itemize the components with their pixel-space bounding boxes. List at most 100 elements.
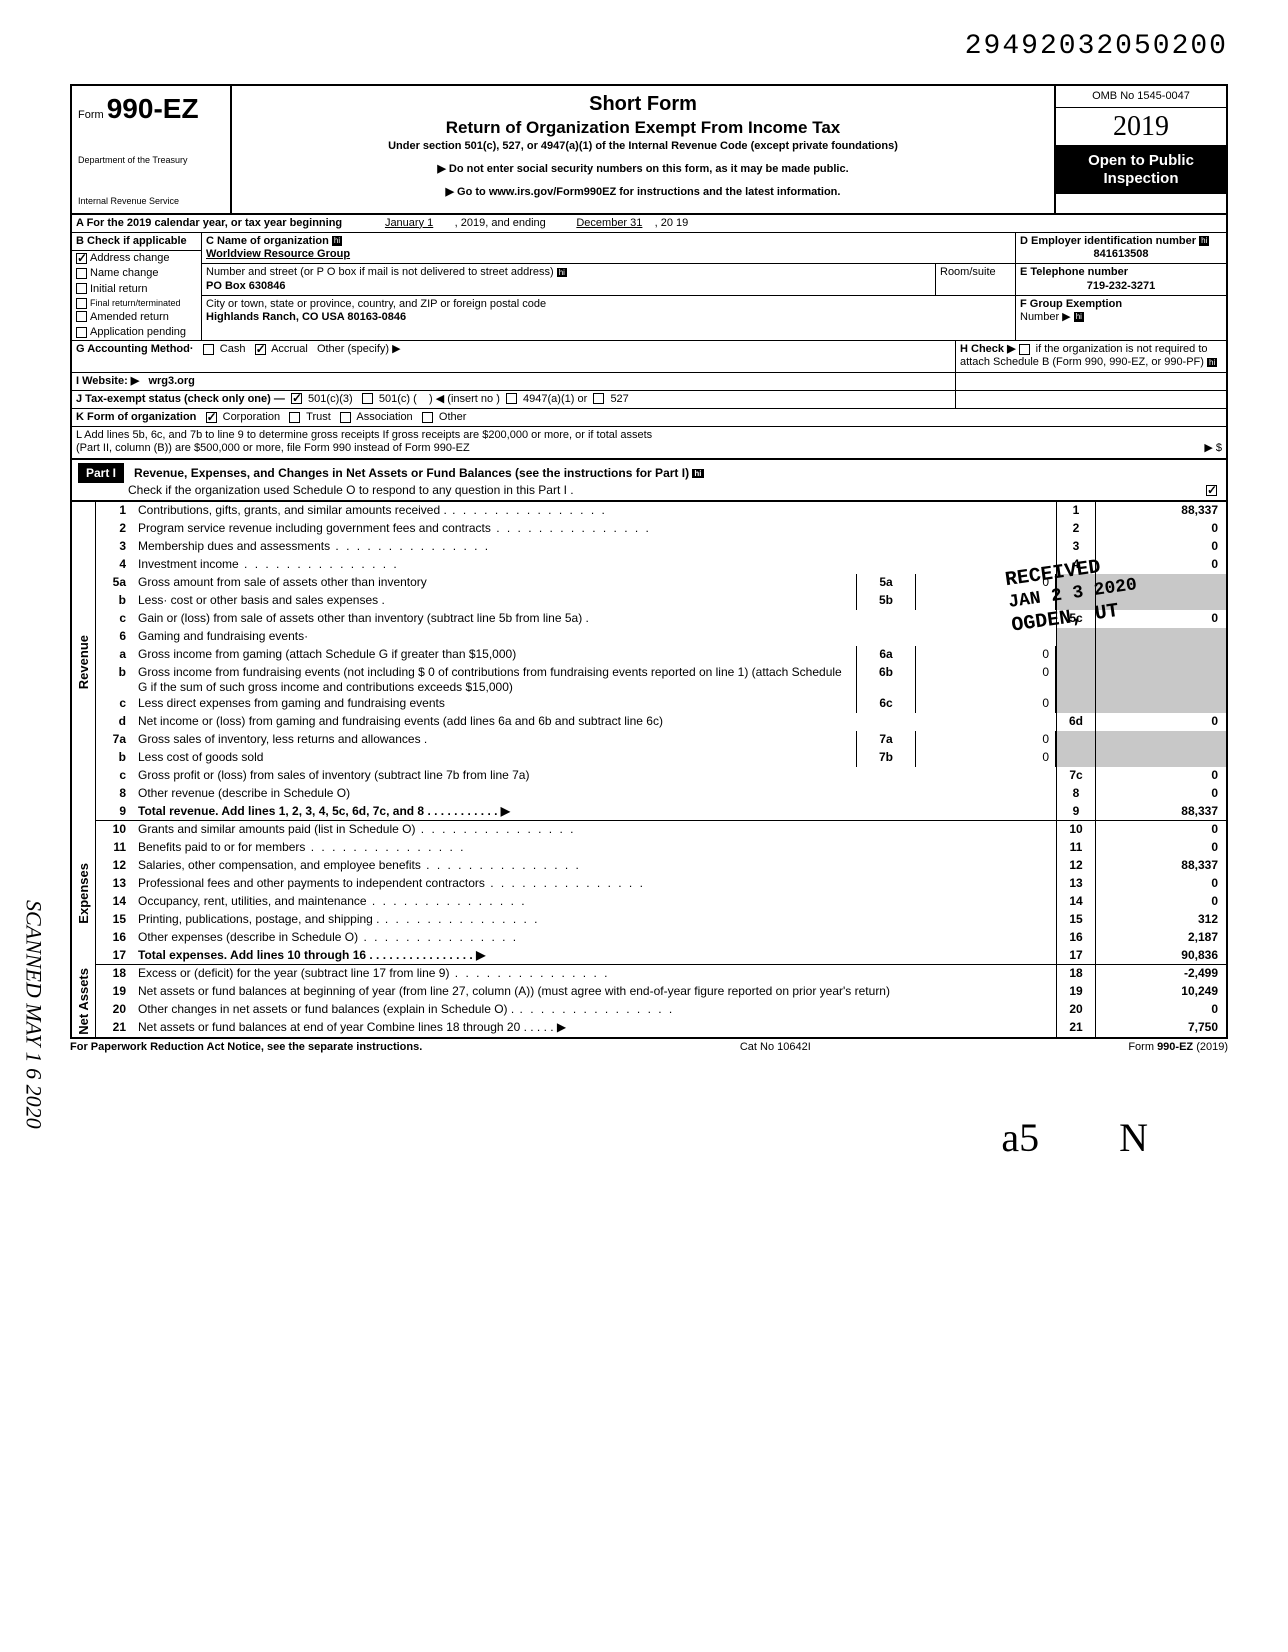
revenue-section: Revenue 1Contributions, gifts, grants, a… <box>72 502 1226 821</box>
chk-accrual[interactable] <box>255 344 266 355</box>
line-2: Program service revenue including govern… <box>134 520 1056 538</box>
line-6a: Gross income from gaming (attach Schedul… <box>134 646 856 664</box>
expenses-section: Expenses 10Grants and similar amounts pa… <box>72 821 1226 965</box>
lbl-cash: Cash <box>220 343 246 355</box>
row-b-label: B Check if applicable <box>76 235 187 247</box>
row-g-label: G Accounting Method· <box>76 343 194 355</box>
lbl-501c3: 501(c)(3) <box>308 393 353 405</box>
line-16: Other expenses (describe in Schedule O) <box>134 929 1056 947</box>
row-h-label: H Check ▶ <box>960 343 1016 355</box>
city-label: City or town, state or province, country… <box>206 298 546 310</box>
lbl-accrual: Accrual <box>271 343 308 355</box>
line-8: Other revenue (describe in Schedule O) <box>134 785 1056 803</box>
lbl-4947: 4947(a)(1) or <box>523 393 587 405</box>
doc-number: 29492032050200 <box>70 30 1228 64</box>
addr-label: Number and street (or P O box if mail is… <box>206 266 554 278</box>
chk-final-return[interactable] <box>76 298 87 309</box>
open-public: Open to PublicInspection <box>1056 146 1226 194</box>
row-l-arrow: ▶ $ <box>1204 442 1222 455</box>
rows-b-f: B Check if applicable Address change Nam… <box>70 233 1228 341</box>
chk-corp[interactable] <box>206 412 217 423</box>
form-right: OMB No 1545-0047 2019 Open to PublicInsp… <box>1056 86 1226 213</box>
help-icon: hi <box>332 236 342 246</box>
phone-value: 719-232-3271 <box>1087 280 1156 292</box>
line-14: Occupancy, rent, utilities, and maintena… <box>134 893 1056 911</box>
line-17: Total expenses. Add lines 10 through 16 … <box>134 947 1056 964</box>
row-c-label: C Name of organization <box>206 235 329 247</box>
line-6c: Less direct expenses from gaming and fun… <box>134 695 856 713</box>
line-4: Investment income <box>134 556 1056 574</box>
lbl-corp: Corporation <box>223 411 280 423</box>
form-number: 990-EZ <box>107 93 199 124</box>
row-a-end-month: December 31 <box>576 217 642 229</box>
line-7c: Gross profit or (loss) from sales of inv… <box>134 767 1056 785</box>
chk-cash[interactable] <box>203 344 214 355</box>
lbl-initial-return: Initial return <box>90 283 147 295</box>
footer-left: For Paperwork Reduction Act Notice, see … <box>70 1041 422 1054</box>
form-prefix: Form <box>78 109 104 121</box>
chk-527[interactable] <box>593 393 604 404</box>
part1-title: Revenue, Expenses, and Changes in Net As… <box>134 466 689 480</box>
row-l-text2: (Part II, column (B)) are $500,000 or mo… <box>76 442 1204 455</box>
row-l-text1: L Add lines 5b, 6c, and 7b to line 9 to … <box>76 429 1222 442</box>
lbl-trust: Trust <box>306 411 331 423</box>
form-note1: ▶ Do not enter social security numbers o… <box>242 163 1044 176</box>
line-5a: Gross amount from sale of assets other t… <box>134 574 856 592</box>
chk-other-org[interactable] <box>422 412 433 423</box>
chk-sched-b[interactable] <box>1019 344 1030 355</box>
line-13: Professional fees and other payments to … <box>134 875 1056 893</box>
chk-assoc[interactable] <box>340 412 351 423</box>
chk-address-change[interactable] <box>76 253 87 264</box>
form-title: Short Form <box>242 92 1044 116</box>
row-l: L Add lines 5b, 6c, and 7b to line 9 to … <box>70 427 1228 459</box>
org-name: Worldview Resource Group <box>206 248 350 260</box>
scanned-stamp: SCANNED MAY 1 6 2020 <box>20 900 46 1129</box>
chk-trust[interactable] <box>289 412 300 423</box>
chk-amended[interactable] <box>76 311 87 322</box>
footer: For Paperwork Reduction Act Notice, see … <box>70 1041 1228 1054</box>
chk-app-pending[interactable] <box>76 327 87 338</box>
form-subtitle: Return of Organization Exempt From Incom… <box>242 118 1044 138</box>
row-k-label: K Form of organization <box>76 411 196 423</box>
lbl-address-change: Address change <box>90 252 170 264</box>
footer-mid: Cat No 10642I <box>740 1041 811 1054</box>
row-g-h: G Accounting Method· Cash Accrual Other … <box>70 341 1228 372</box>
line-18: Excess or (deficit) for the year (subtra… <box>134 965 1056 983</box>
form-header: Form 990-EZ Department of the Treasury I… <box>70 84 1228 215</box>
line-5b: Less· cost or other basis and sales expe… <box>134 592 856 610</box>
chk-initial-return[interactable] <box>76 283 87 294</box>
line-6b: Gross income from fundraising events (no… <box>134 664 856 695</box>
omb-number: OMB No 1545-0047 <box>1056 86 1226 108</box>
line-19: Net assets or fund balances at beginning… <box>134 983 1056 1001</box>
lbl-other-method: Other (specify) ▶ <box>317 343 401 355</box>
form-note2: ▶ Go to www.irs.gov/Form990EZ for instru… <box>242 186 1044 199</box>
line-6: Gaming and fundraising events· <box>134 628 1056 646</box>
revenue-label: Revenue <box>76 635 92 689</box>
line-3: Membership dues and assessments <box>134 538 1056 556</box>
form-year: 2019 <box>1056 108 1226 147</box>
line-1: Contributions, gifts, grants, and simila… <box>134 502 1056 520</box>
row-j: J Tax-exempt status (check only one) — 5… <box>70 391 1228 409</box>
form-left: Form 990-EZ Department of the Treasury I… <box>72 86 232 213</box>
row-i: I Website: ▶ wrg3.org <box>70 373 1228 391</box>
net-assets-label: Net Assets <box>76 968 92 1035</box>
chk-name-change[interactable] <box>76 268 87 279</box>
line-12: Salaries, other compensation, and employ… <box>134 857 1056 875</box>
chk-4947[interactable] <box>506 393 517 404</box>
line-9: Total revenue. Add lines 1, 2, 3, 4, 5c,… <box>134 803 1056 820</box>
row-f-label: F Group Exemption <box>1020 298 1122 310</box>
chk-schedule-o[interactable] <box>1206 485 1217 496</box>
city-value: Highlands Ranch, CO USA 80163-0846 <box>206 311 406 323</box>
row-k: K Form of organization Corporation Trust… <box>70 409 1228 427</box>
expenses-label: Expenses <box>76 863 92 924</box>
lbl-app-pending: Application pending <box>90 326 186 338</box>
chk-501c[interactable] <box>362 393 373 404</box>
ein-value: 841613508 <box>1093 248 1148 260</box>
line-15: Printing, publications, postage, and shi… <box>134 911 1056 929</box>
line-10: Grants and similar amounts paid (list in… <box>134 821 1056 839</box>
line-7b: Less cost of goods sold <box>134 749 856 767</box>
net-assets-section: Net Assets 18Excess or (deficit) for the… <box>72 965 1226 1037</box>
room-suite-label: Room/suite <box>935 264 1015 294</box>
chk-501c3[interactable] <box>291 393 302 404</box>
dept-treasury: Department of the Treasury <box>78 155 224 166</box>
